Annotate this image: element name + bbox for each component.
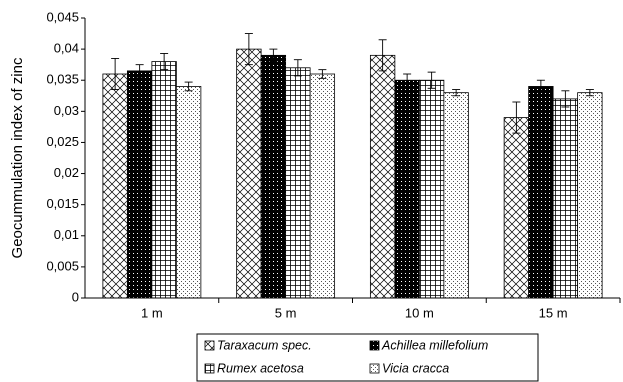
bar: [309, 73, 336, 299]
y-tick-label: 0,025: [46, 134, 79, 149]
error-bar: [135, 64, 144, 78]
y-tick-label: 0,015: [46, 196, 79, 211]
error-bar: [111, 57, 120, 91]
legend-label: Achillea millefolium: [381, 338, 488, 352]
legend-swatch: [369, 363, 380, 374]
legend-label: Vicia cracca: [382, 361, 449, 375]
error-bar: [293, 59, 302, 77]
error-bar: [452, 89, 461, 97]
bar: [443, 92, 469, 299]
x-tick-label: 1 m: [141, 305, 163, 320]
bar: [394, 79, 420, 299]
y-tick-label: 0,045: [46, 9, 79, 24]
bar: [102, 73, 128, 299]
bar: [175, 86, 202, 299]
error-bar: [427, 71, 436, 89]
bar: [528, 86, 554, 299]
bar: [577, 92, 603, 299]
error-bar: [244, 33, 253, 66]
error-bar: [269, 48, 278, 63]
bar: [503, 117, 530, 299]
error-bar: [585, 89, 594, 97]
error-bar: [378, 39, 387, 72]
y-axis-label: Geocummulation index of zinc: [9, 57, 26, 258]
y-tick-label: 0,035: [46, 72, 79, 87]
error-bar: [184, 81, 193, 92]
x-tick-label: 15 m: [539, 305, 568, 320]
x-tick-label: 10 m: [405, 305, 434, 320]
bar: [260, 54, 287, 299]
legend-box: [196, 333, 539, 382]
bar: [126, 70, 153, 299]
error-bar: [318, 69, 327, 79]
error-bar: [536, 79, 545, 94]
error-bar: [403, 73, 412, 87]
bar: [552, 98, 579, 299]
bar: [151, 61, 177, 299]
x-tick-label: 5 m: [275, 305, 297, 320]
legend-label: Taraxacum spec.: [217, 338, 312, 352]
error-bar: [561, 90, 570, 108]
y-tick-label: 0,005: [46, 258, 79, 273]
legend-swatch: [204, 340, 215, 351]
bar: [285, 67, 311, 299]
bar: [418, 79, 445, 299]
y-tick-label: 0,03: [54, 103, 79, 118]
legend-swatch: [204, 363, 215, 374]
bar: [369, 54, 396, 299]
y-tick-label: 0,01: [54, 227, 79, 242]
legend-swatch: [369, 340, 380, 351]
y-tick-label: 0: [72, 289, 79, 304]
y-tick-label: 0,02: [54, 165, 79, 180]
y-tick-label: 0,04: [54, 41, 79, 56]
error-bar: [160, 53, 169, 71]
legend-label: Rumex acetosa: [217, 361, 304, 375]
bar: [236, 48, 262, 299]
error-bar: [512, 101, 521, 134]
